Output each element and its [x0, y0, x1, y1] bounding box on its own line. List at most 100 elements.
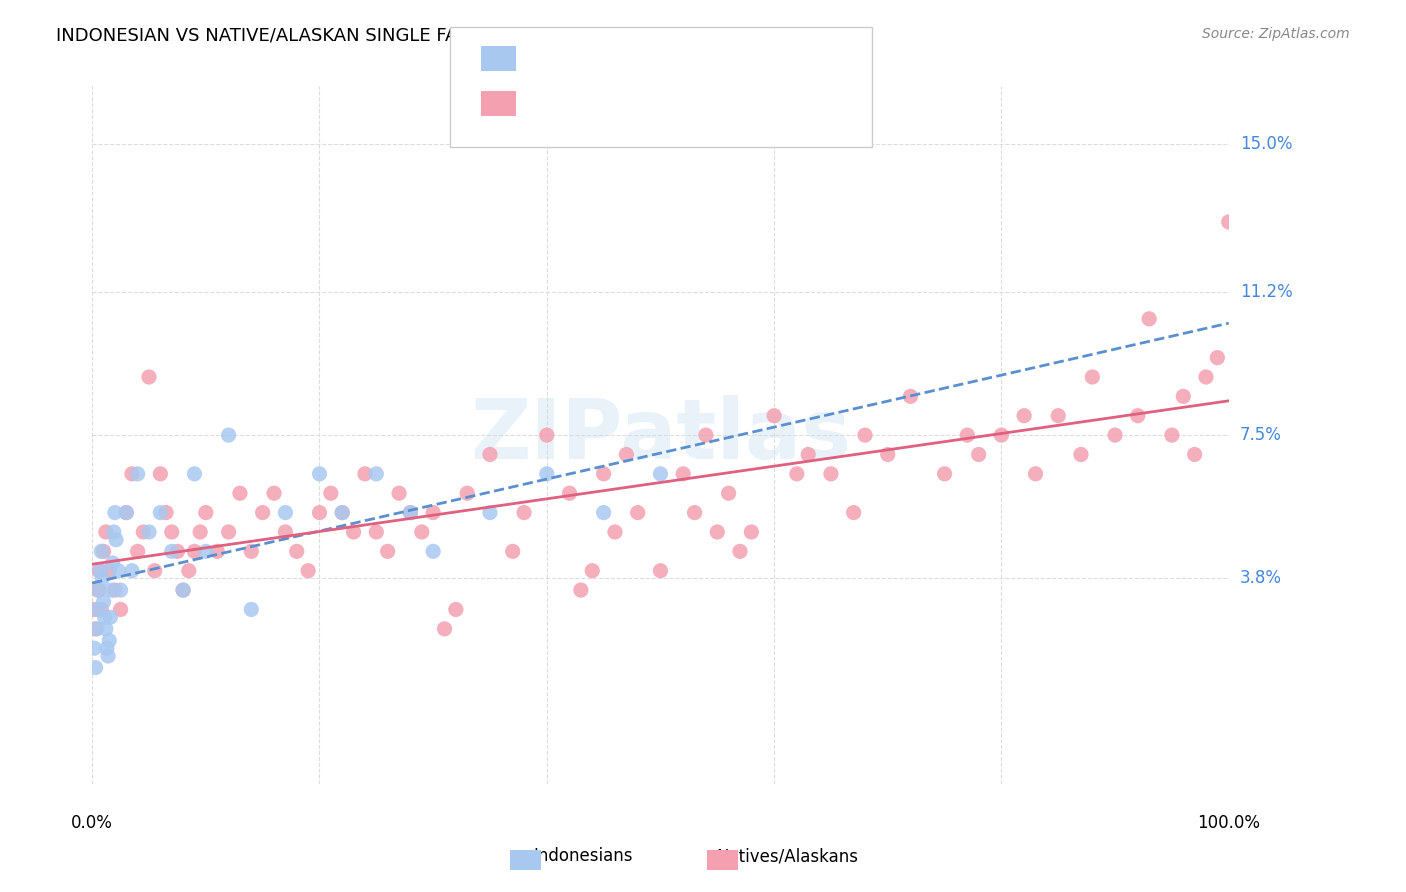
- Point: [1160, 428, 1182, 442]
- Point: [94, 524, 117, 539]
- Point: [388, 486, 411, 500]
- Point: [411, 524, 433, 539]
- Point: [592, 506, 614, 520]
- Point: [87, 602, 110, 616]
- Point: [717, 486, 740, 500]
- Point: [101, 556, 124, 570]
- Point: [93, 610, 115, 624]
- Text: R = 0.480   N= 193: R = 0.480 N= 193: [526, 94, 688, 112]
- Point: [218, 428, 240, 442]
- Point: [1070, 448, 1092, 462]
- Point: [934, 467, 956, 481]
- Point: [240, 602, 263, 616]
- Text: Indonesians: Indonesians: [534, 847, 633, 865]
- Point: [132, 524, 155, 539]
- Point: [820, 467, 842, 481]
- Point: [558, 486, 581, 500]
- Point: [274, 524, 297, 539]
- Point: [650, 564, 672, 578]
- Text: 100.0%: 100.0%: [1198, 814, 1260, 832]
- Point: [166, 544, 188, 558]
- Text: INDONESIAN VS NATIVE/ALASKAN SINGLE FATHER HOUSEHOLDS CORRELATION CHART: INDONESIAN VS NATIVE/ALASKAN SINGLE FATH…: [56, 27, 837, 45]
- Point: [160, 544, 183, 558]
- Point: [97, 648, 120, 663]
- Text: Natives/Alaskans: Natives/Alaskans: [717, 847, 858, 865]
- Point: [422, 544, 444, 558]
- Point: [160, 524, 183, 539]
- Point: [90, 544, 112, 558]
- Point: [763, 409, 786, 423]
- Point: [87, 583, 110, 598]
- Point: [194, 506, 217, 520]
- Point: [138, 524, 160, 539]
- Point: [797, 448, 820, 462]
- Point: [330, 506, 353, 520]
- Point: [98, 564, 121, 578]
- Point: [297, 564, 319, 578]
- Point: [650, 467, 672, 481]
- Point: [1184, 448, 1206, 462]
- Point: [990, 428, 1012, 442]
- Point: [342, 524, 364, 539]
- Point: [100, 583, 122, 598]
- Point: [1173, 389, 1195, 403]
- Point: [433, 622, 456, 636]
- Point: [1195, 370, 1218, 384]
- Point: [569, 583, 592, 598]
- Point: [96, 641, 118, 656]
- Text: 15.0%: 15.0%: [1240, 136, 1292, 153]
- Point: [592, 467, 614, 481]
- Text: 0.0%: 0.0%: [72, 814, 112, 832]
- Point: [366, 467, 388, 481]
- Point: [90, 602, 112, 616]
- Point: [1024, 467, 1046, 481]
- Point: [422, 506, 444, 520]
- Point: [93, 595, 115, 609]
- Point: [91, 572, 114, 586]
- Point: [84, 660, 107, 674]
- Text: 11.2%: 11.2%: [1240, 283, 1292, 301]
- Point: [274, 506, 297, 520]
- Point: [967, 448, 990, 462]
- Point: [1012, 409, 1035, 423]
- Point: [83, 602, 105, 616]
- Point: [399, 506, 422, 520]
- Text: 7.5%: 7.5%: [1240, 426, 1282, 444]
- Point: [93, 544, 115, 558]
- Point: [98, 633, 121, 648]
- Point: [105, 533, 128, 547]
- Point: [121, 467, 143, 481]
- Point: [354, 467, 377, 481]
- Text: R = 0.229   N= 63: R = 0.229 N= 63: [526, 49, 678, 67]
- Point: [581, 564, 603, 578]
- Point: [285, 544, 308, 558]
- Point: [330, 506, 353, 520]
- Point: [177, 564, 200, 578]
- Point: [786, 467, 808, 481]
- Point: [87, 583, 110, 598]
- Point: [627, 506, 650, 520]
- Point: [1047, 409, 1070, 423]
- Point: [127, 544, 149, 558]
- Point: [842, 506, 865, 520]
- Point: [188, 524, 211, 539]
- Point: [143, 564, 166, 578]
- Point: [104, 583, 127, 598]
- Point: [86, 622, 108, 636]
- Point: [94, 622, 117, 636]
- Point: [263, 486, 285, 500]
- Point: [502, 544, 524, 558]
- Point: [478, 448, 501, 462]
- Point: [229, 486, 252, 500]
- Point: [149, 506, 172, 520]
- Point: [1206, 351, 1229, 365]
- Point: [603, 524, 626, 539]
- Point: [366, 524, 388, 539]
- Point: [444, 602, 467, 616]
- Point: [308, 467, 330, 481]
- Point: [319, 486, 342, 500]
- Point: [138, 370, 160, 384]
- Point: [83, 641, 105, 656]
- Point: [172, 583, 194, 598]
- Point: [900, 389, 922, 403]
